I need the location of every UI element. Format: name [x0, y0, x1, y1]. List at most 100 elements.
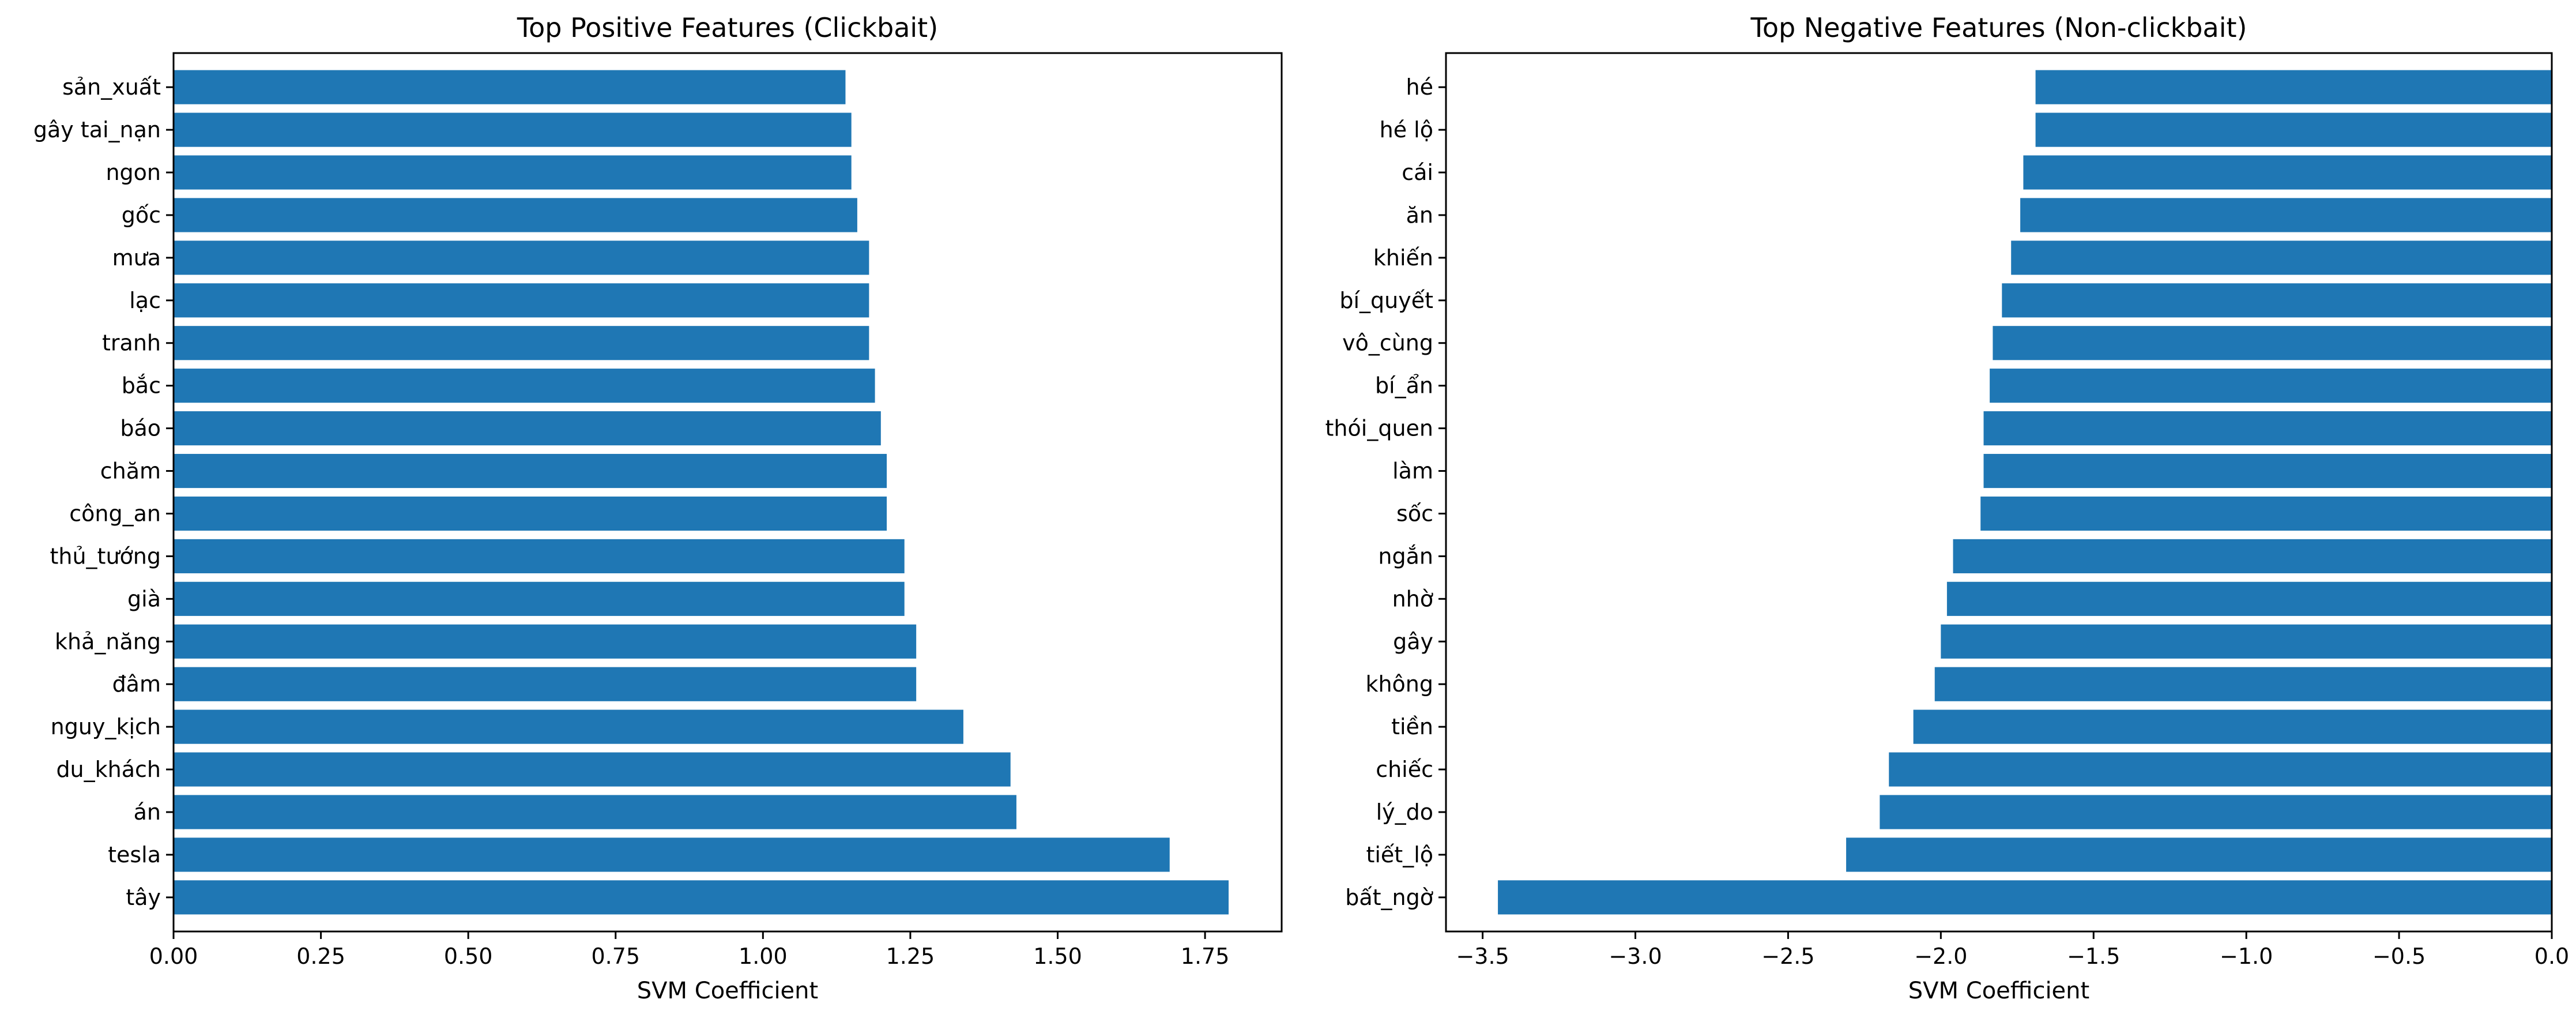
- bar-negative: [2020, 198, 2552, 232]
- bar-negative: [1993, 326, 2552, 360]
- bar-positive: [174, 155, 852, 190]
- x-axis-label-positive: SVM Coefficient: [637, 978, 818, 1004]
- y-tick-label: án: [134, 799, 161, 825]
- y-tick-label: tranh: [102, 330, 161, 356]
- y-tick-label: gây tai_nạn: [33, 117, 161, 142]
- bar-positive: [174, 880, 1229, 915]
- y-tick-label: khả_năng: [55, 629, 161, 654]
- y-tick-label: tiết_lộ: [1366, 842, 1433, 867]
- y-tick-label: hé lộ: [1380, 117, 1433, 142]
- y-ticks-positive: tây tesla án du_khách nguy_kịch đâm khả_năng gi…: [33, 74, 174, 910]
- bar-negative: [1913, 709, 2552, 744]
- bar-positive: [174, 70, 846, 104]
- plot-bars-negative: [1498, 70, 2552, 915]
- y-tick-label: lý_do: [1376, 799, 1433, 825]
- x-tick-label: 1.50: [1033, 944, 1082, 969]
- chart-negative: Top Negative Features (Non-clickbait) bấ…: [1325, 12, 2570, 1004]
- bar-positive: [174, 581, 905, 616]
- bar-positive: [174, 795, 1016, 829]
- x-ticks-negative: −3.5 −3.0 −2.5 −2.0 −1.5 −1.0 −0.5 0.0: [1456, 931, 2569, 969]
- y-tick-label: báo: [120, 416, 161, 441]
- x-axis-label-negative: SVM Coefficient: [1908, 978, 2089, 1004]
- y-tick-label: vô_cùng: [1342, 330, 1433, 356]
- y-tick-label: bất_ngờ: [1345, 885, 1433, 910]
- y-tick-label: bí_ẩn: [1375, 373, 1433, 399]
- y-ticks-negative: bất_ngờ tiết_lộ lý_do chiếc tiền không gây nhờ n…: [1325, 74, 1446, 910]
- bar-negative: [1498, 880, 2552, 915]
- bar-negative: [2035, 70, 2552, 104]
- bar-negative: [2035, 112, 2552, 147]
- bar-negative: [1846, 837, 2552, 872]
- x-tick-label: 0.25: [296, 944, 345, 969]
- plot-bars-positive: [174, 70, 1229, 915]
- bar-negative: [1983, 453, 2552, 489]
- y-tick-label: cái: [1402, 160, 1433, 185]
- bar-negative: [1889, 752, 2552, 787]
- y-tick-label: sản_xuất: [62, 74, 161, 100]
- bar-negative: [1934, 667, 2552, 701]
- bar-negative: [2002, 283, 2552, 318]
- bar-negative: [1980, 496, 2552, 531]
- plot-frame-positive: [172, 52, 1283, 933]
- y-tick-label: công_an: [69, 501, 161, 526]
- x-tick-label: 1.25: [886, 944, 935, 969]
- bar-positive: [174, 411, 881, 446]
- x-tick-label: −3.5: [1456, 944, 1509, 969]
- bar-positive: [174, 667, 917, 701]
- y-tick-label: du_khách: [56, 757, 161, 782]
- y-tick-label: ngon: [106, 160, 161, 185]
- x-tick-label: 0.75: [591, 944, 640, 969]
- y-tick-label: chiếc: [1376, 757, 1433, 782]
- y-tick-label: nhờ: [1392, 586, 1433, 611]
- x-tick-label: 1.00: [739, 944, 788, 969]
- y-tick-label: chăm: [100, 459, 161, 484]
- y-tick-label: lạc: [129, 288, 161, 313]
- bar-negative: [1946, 581, 2552, 616]
- y-tick-label: nguy_kịch: [51, 714, 161, 739]
- bar-negative: [1990, 369, 2552, 403]
- y-tick-label: sốc: [1396, 501, 1433, 526]
- bar-positive: [174, 752, 1011, 787]
- x-tick-label: −1.0: [2220, 944, 2273, 969]
- y-tick-label: bí_quyết: [1339, 288, 1433, 313]
- x-tick-label: −3.0: [1609, 944, 1662, 969]
- bar-positive: [174, 496, 887, 531]
- x-tick-label: 0.00: [149, 944, 198, 969]
- y-tick-label: tây: [126, 885, 161, 910]
- x-ticks-positive: 0.00 0.25 0.50 0.75 1.00 1.25 1.50 1.75: [149, 931, 1229, 969]
- y-tick-label: tesla: [108, 842, 161, 867]
- x-tick-label: −2.5: [1761, 944, 1814, 969]
- y-tick-label: bắc: [122, 373, 161, 399]
- bar-positive: [174, 837, 1170, 872]
- y-tick-label: mưa: [112, 245, 161, 271]
- bar-positive: [174, 453, 887, 489]
- y-tick-label: không: [1365, 671, 1433, 697]
- bar-positive: [174, 369, 875, 403]
- bar-positive: [174, 539, 905, 573]
- bar-positive: [174, 283, 869, 318]
- bar-positive: [174, 326, 869, 360]
- y-tick-label: tiền: [1391, 714, 1433, 739]
- bar-negative: [1941, 624, 2552, 659]
- chart-title-negative: Top Negative Features (Non-clickbait): [1750, 12, 2247, 43]
- x-tick-label: −1.5: [2067, 944, 2120, 969]
- x-tick-label: −0.5: [2372, 944, 2426, 969]
- x-tick-label: 0.0: [2534, 944, 2569, 969]
- y-tick-label: ăn: [1406, 202, 1433, 228]
- bar-negative: [1983, 411, 2552, 446]
- bar-negative: [2011, 241, 2552, 275]
- chart-title-positive: Top Positive Features (Clickbait): [517, 12, 938, 43]
- x-tick-label: 0.50: [444, 944, 493, 969]
- chart-positive: Top Positive Features (Clickbait) tây tes…: [33, 12, 1283, 1004]
- x-tick-label: −2.0: [1914, 944, 1967, 969]
- bar-negative: [1880, 795, 2552, 829]
- bar-positive: [174, 624, 917, 659]
- y-tick-label: thói_quen: [1325, 416, 1433, 441]
- bar-negative: [1953, 539, 2552, 573]
- y-tick-label: gốc: [122, 202, 161, 228]
- bar-positive: [174, 241, 869, 275]
- plot-frame-negative: [1445, 52, 2553, 933]
- y-tick-label: khiến: [1373, 245, 1433, 271]
- y-tick-label: già: [127, 586, 161, 611]
